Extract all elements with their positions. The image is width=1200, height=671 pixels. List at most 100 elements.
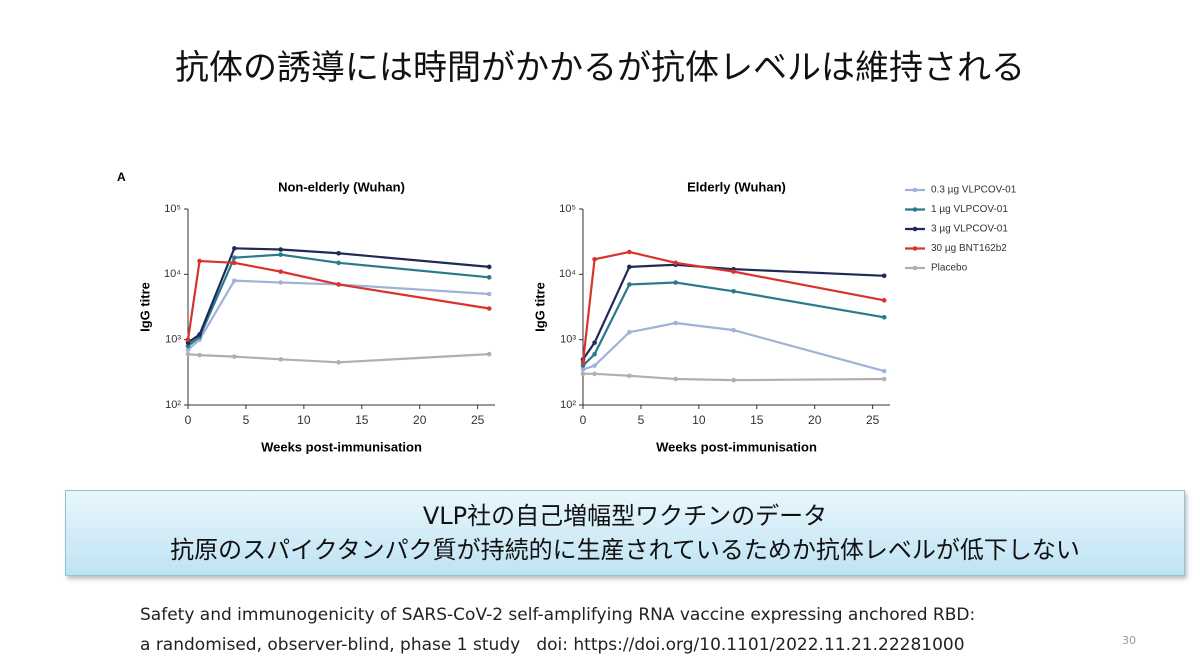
x-tick-label: 5: [638, 413, 645, 427]
data-point: [486, 264, 492, 270]
data-point: [673, 260, 678, 266]
x-tick-label: 15: [750, 413, 764, 427]
citation-line: a randomised, observer-blind, phase 1 st…: [140, 635, 965, 655]
x-tick-label: 10: [297, 413, 311, 427]
x-tick-label: 20: [413, 413, 427, 427]
data-point: [232, 255, 237, 260]
data-point: [278, 280, 283, 285]
legend-marker: [912, 207, 918, 212]
data-point: [197, 258, 202, 264]
citation-line: Safety and immunogenicity of SARS-CoV-2 …: [140, 605, 976, 625]
data-point: [278, 269, 283, 274]
y-tick-label: 10⁴: [164, 268, 181, 280]
data-point: [336, 360, 341, 365]
data-point: [592, 351, 597, 357]
data-point: [197, 332, 202, 337]
y-axis-label: IgG titre: [532, 282, 547, 332]
data-point: [731, 288, 736, 294]
data-point: [486, 275, 492, 280]
data-point: [185, 351, 191, 357]
data-point: [486, 306, 492, 311]
data-point: [232, 246, 237, 251]
data-point: [278, 252, 283, 257]
data-point: [627, 249, 632, 255]
data-point: [336, 260, 341, 266]
data-point: [232, 260, 237, 266]
legend-label: Placebo: [931, 263, 968, 274]
legend-marker: [912, 265, 918, 271]
data-point: [627, 329, 632, 335]
data-point: [627, 264, 632, 270]
x-tick-label: 10: [692, 413, 706, 427]
data-point: [627, 282, 632, 287]
series-line: [582, 263, 885, 360]
x-tick-label: 0: [185, 413, 192, 427]
slide-title: 抗体の誘導には時間がかかるが抗体レベルは維持される: [175, 48, 1025, 88]
x-tick-label: 25: [866, 413, 880, 427]
data-point: [881, 368, 887, 374]
data-point: [580, 363, 586, 368]
y-tick-label: 10⁵: [164, 203, 181, 215]
panel-label: A: [117, 170, 126, 184]
y-tick-label: 10⁴: [559, 268, 576, 280]
charts: A Non-elderly (Wuhan) Weeks post-immunisa…: [117, 170, 1017, 454]
data-point: [580, 360, 586, 365]
data-point: [731, 377, 736, 383]
y-tick-label: 10³: [165, 334, 181, 346]
page-number: 30: [1122, 634, 1136, 647]
data-point: [673, 320, 678, 326]
series-line: [187, 253, 490, 347]
data-point: [731, 327, 736, 333]
y-tick-label: 10²: [560, 399, 576, 411]
legend-label: 3 µg VLPCOV-01: [931, 224, 1008, 235]
series-line: [581, 250, 885, 363]
data-point: [232, 354, 237, 359]
legend-label: 1 µg VLPCOV-01: [931, 204, 1008, 215]
data-point: [673, 280, 678, 285]
citation: Safety and immunogenicity of SARS-CoV-2 …: [140, 600, 975, 660]
y-tick-label: 10²: [165, 399, 181, 411]
chart-title: Elderly (Wuhan): [687, 179, 786, 194]
data-point: [673, 376, 678, 382]
data-point: [592, 363, 597, 368]
data-point: [592, 340, 597, 345]
data-point: [627, 373, 632, 379]
data-point: [336, 250, 341, 256]
legend-label: 0.3 µg VLPCOV-01: [931, 185, 1017, 196]
data-point: [197, 352, 202, 358]
data-point: [731, 269, 736, 274]
data-point: [278, 247, 283, 252]
x-tick-label: 20: [808, 413, 822, 427]
data-point: [336, 282, 341, 287]
legend-marker: [912, 226, 918, 232]
data-point: [580, 371, 586, 377]
series-line: [582, 281, 885, 367]
data-point: [185, 343, 191, 349]
data-point: [185, 347, 191, 353]
data-point: [232, 278, 237, 283]
y-tick-label: 10⁵: [559, 203, 576, 215]
x-tick-label: 5: [243, 413, 250, 427]
series-line: [186, 259, 490, 340]
legend-label: 30 µg BNT162b2: [931, 243, 1007, 254]
x-tick-label: 0: [580, 413, 587, 427]
x-axis-label: Weeks post-immunisation: [656, 439, 817, 454]
series-line: [187, 279, 490, 351]
data-point: [592, 371, 597, 377]
y-axis-label: IgG titre: [137, 282, 152, 332]
callout-line: VLP社の自己増幅型ワクチンのデータ: [422, 502, 828, 530]
callout-line: 抗原のスパイクタンパク質が持続的に生産されているためか抗体レベルが低下しない: [170, 536, 1080, 564]
data-point: [592, 256, 597, 262]
x-axis-label: Weeks post-immunisation: [261, 439, 422, 454]
legend-marker: [912, 187, 918, 193]
data-point: [881, 273, 887, 279]
data-point: [486, 351, 492, 357]
x-tick-label: 25: [471, 413, 485, 427]
series-line: [187, 247, 490, 344]
x-tick-label: 15: [355, 413, 369, 427]
data-point: [185, 337, 191, 342]
data-point: [580, 367, 586, 372]
chart-title: Non-elderly (Wuhan): [278, 179, 405, 194]
y-tick-label: 10³: [560, 334, 576, 346]
